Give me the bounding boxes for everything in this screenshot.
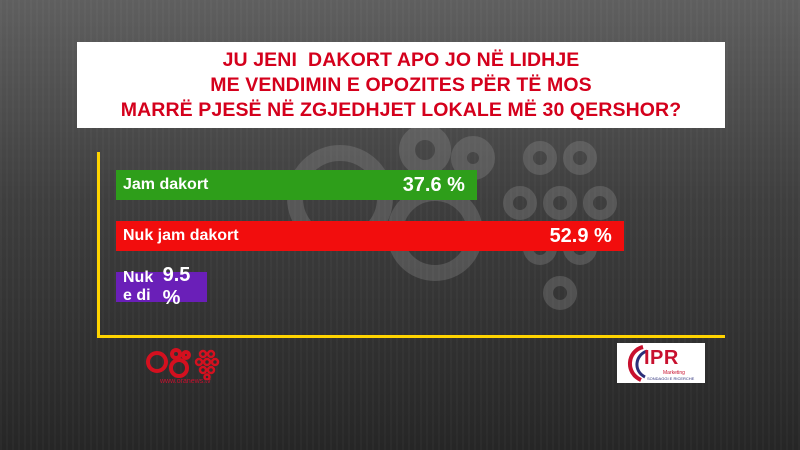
ipr-logo-text: IPR — [644, 347, 679, 369]
question-title-box: JU JENI DAKORT APO JO NË LIDHJE ME VENDI… — [77, 42, 725, 128]
question-title-line: MARRË PJESË NË ZGJEDHJET LOKALE MË 30 QE… — [120, 98, 682, 121]
chart-y-axis-line — [97, 152, 100, 338]
ora-news-watermark-logo — [287, 124, 617, 310]
bar-nuk-jam-dakort: Nuk jam dakort 52.9 % — [116, 221, 624, 251]
bar-value-label: 37.6 % — [402, 173, 465, 196]
site-url-text: www.oranews.tv — [160, 378, 211, 385]
bar-nuk-e-di: Nuk e di 9.5 % — [116, 264, 208, 309]
bar-category-label: Nuk jam dakort — [123, 227, 239, 244]
bar-jam-dakort: Jam dakort 37.6 % — [116, 170, 477, 200]
bar-category-label: Nuk e di — [123, 269, 154, 304]
bar-value-label: 9.5 % — [162, 264, 191, 309]
ipr-logo-tagline: SONDAGGI E RICERCHE — [647, 376, 695, 381]
ora-news-logo — [146, 348, 220, 380]
question-title-line: ME VENDIMIN E OPOZITES PËR TË MOS — [210, 73, 592, 96]
ipr-logo-subtitle: Marketing — [663, 370, 685, 376]
ipr-logo: IPR Marketing SONDAGGI E RICERCHE — [617, 343, 705, 383]
bar-category-label: Jam dakort — [123, 176, 209, 193]
bar-value-label: 52.9 % — [549, 224, 612, 247]
chart-x-axis-line — [97, 335, 725, 338]
question-title-line: JU JENI DAKORT APO JO NË LIDHJE — [222, 48, 580, 71]
ipr-swoosh-icon — [628, 345, 648, 382]
